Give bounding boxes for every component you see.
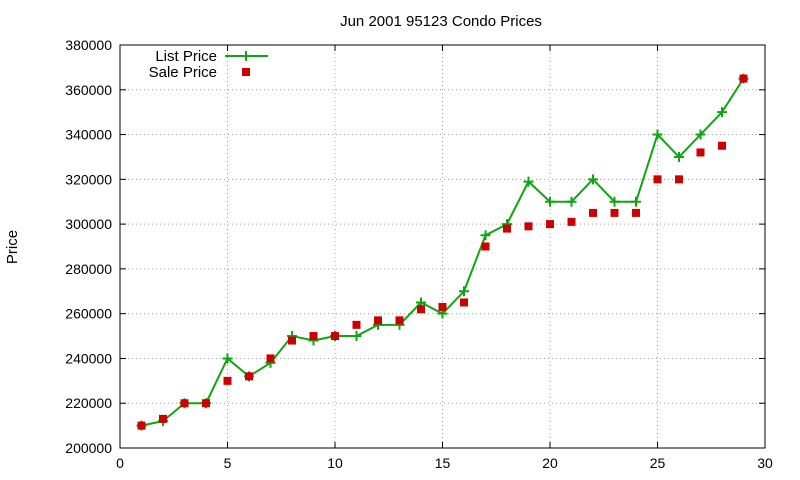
sale-price-point xyxy=(653,175,662,184)
y-tick-label: 220000 xyxy=(65,395,112,411)
axis-ticks: 0 5 10 15 20 25 30 200000 220000 240000 260000 2800… xyxy=(65,37,773,471)
sale-price-point xyxy=(159,414,167,423)
sale-price-point xyxy=(589,208,597,217)
x-tick-label: 20 xyxy=(542,455,558,471)
legend-marker-list-price xyxy=(241,51,251,61)
list-price-point xyxy=(459,286,469,297)
list-price-point xyxy=(588,174,598,185)
sale-price-point xyxy=(223,376,232,385)
sale-price-point xyxy=(546,220,554,229)
list-price-point xyxy=(523,176,534,187)
list-price-point xyxy=(717,107,727,118)
sale-price-point xyxy=(288,336,296,345)
y-tick-label: 240000 xyxy=(65,350,112,366)
chart-title: Jun 2001 95123 Condo Prices xyxy=(340,13,542,30)
legend-marker-sale-price xyxy=(242,68,250,76)
grid-lines xyxy=(120,45,765,448)
x-tick-label: 0 xyxy=(116,455,124,471)
y-tick-label: 300000 xyxy=(65,216,112,232)
y-tick-label: 260000 xyxy=(65,306,112,322)
sale-price-point xyxy=(180,399,189,408)
list-price-point xyxy=(631,196,641,207)
sale-price-point xyxy=(374,316,382,325)
list-price-point xyxy=(480,230,491,241)
sale-price-point xyxy=(137,421,146,430)
sale-price-point xyxy=(245,372,253,381)
sale-price-point xyxy=(503,224,511,233)
x-tick-label: 25 xyxy=(650,455,666,471)
x-tick-label: 30 xyxy=(757,455,773,471)
list-price-point xyxy=(674,151,684,162)
y-tick-label: 380000 xyxy=(65,37,112,53)
sale-price-point xyxy=(567,217,576,226)
y-tick-label: 320000 xyxy=(65,171,112,187)
legend: List Price Sale Price xyxy=(149,48,268,81)
list-price-point xyxy=(695,129,706,140)
sale-price-point xyxy=(524,222,533,231)
series-layer xyxy=(136,73,749,431)
sale-price-point xyxy=(675,175,683,184)
list-price-point xyxy=(351,331,362,342)
sale-price-point xyxy=(632,208,640,217)
y-tick-label: 340000 xyxy=(65,127,112,143)
sale-price-point xyxy=(417,305,425,314)
list-price-point xyxy=(609,196,620,207)
legend-label-sale-price: Sale Price xyxy=(149,64,217,81)
x-tick-label: 15 xyxy=(435,455,451,471)
list-price-point xyxy=(545,196,555,207)
y-tick-label: 360000 xyxy=(65,82,112,98)
sale-price-point xyxy=(438,302,447,311)
y-axis-label: Price xyxy=(4,230,21,264)
sale-price-point xyxy=(352,320,361,329)
sale-price-point xyxy=(481,242,490,251)
sale-price-point xyxy=(460,298,468,307)
x-tick-label: 10 xyxy=(327,455,343,471)
y-tick-label: 200000 xyxy=(65,440,112,456)
y-tick-label: 280000 xyxy=(65,261,112,277)
sale-price-point xyxy=(739,74,748,83)
sale-price-point xyxy=(395,316,404,325)
legend-label-list-price: List Price xyxy=(155,48,217,65)
x-tick-label: 5 xyxy=(224,455,232,471)
sale-price-point xyxy=(610,208,619,217)
sale-price-point xyxy=(696,148,705,157)
list-price-point xyxy=(222,353,233,364)
sale-price-point xyxy=(718,141,726,150)
list-price-point xyxy=(566,196,577,207)
sale-price-point xyxy=(309,332,318,341)
list-price-point xyxy=(652,129,663,140)
sale-price-point xyxy=(331,332,339,341)
sale-price-point xyxy=(266,354,275,363)
sale-price-point xyxy=(202,399,210,408)
